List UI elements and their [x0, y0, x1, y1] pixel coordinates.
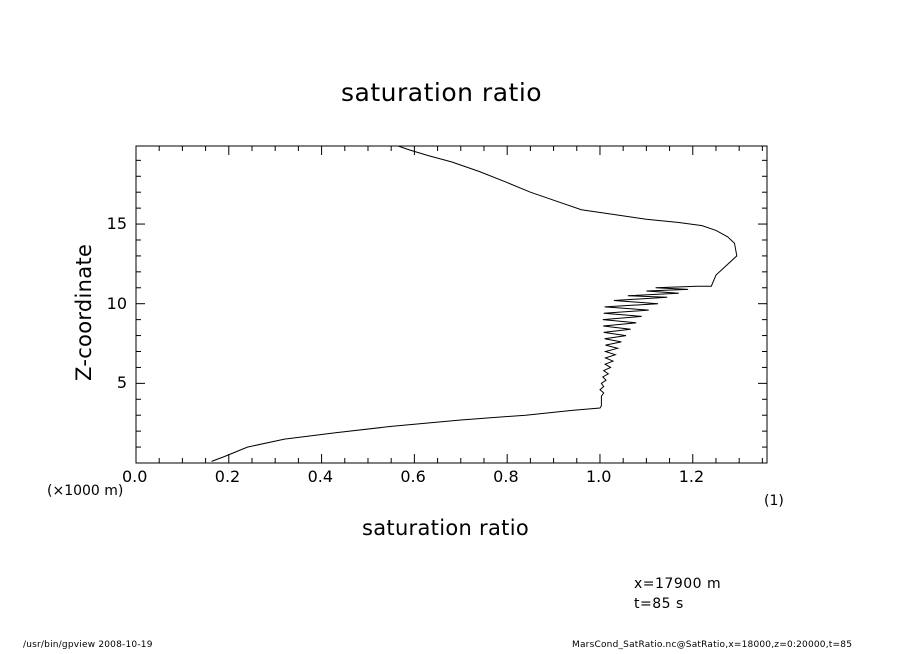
x-tick-label: 0.8: [493, 467, 519, 486]
chart-title: saturation ratio: [341, 78, 543, 107]
axis-ticks: [135, 146, 767, 463]
footer-program-date: /usr/bin/gpview 2008-10-19: [23, 640, 153, 650]
x-tick-label: 1.2: [678, 467, 705, 486]
y-axis-unit: (×1000 m): [47, 483, 124, 499]
x-tick-label: 0.4: [307, 467, 334, 486]
y-tick-label: 5: [116, 373, 127, 393]
series-line: [211, 145, 738, 462]
info-time: t=85 s: [634, 596, 684, 612]
info-x-position: x=17900 m: [634, 576, 722, 592]
y-tick-label: 15: [106, 214, 127, 234]
x-axis-label: saturation ratio: [362, 516, 529, 540]
x-axis-scale: (1): [764, 493, 784, 509]
y-tick-label: 10: [106, 293, 127, 313]
x-tick-label: 0.2: [214, 467, 241, 486]
x-tick-label: 0.0: [122, 467, 148, 486]
x-tick-label: 1.0: [585, 467, 612, 486]
footer-data-source: MarsCond_SatRatio.nc@SatRatio,x=18000,z=…: [572, 640, 853, 650]
plot-frame: [135, 145, 768, 464]
y-axis-label: Z-coordinate: [72, 243, 96, 381]
x-tick-label: 0.6: [400, 467, 426, 486]
